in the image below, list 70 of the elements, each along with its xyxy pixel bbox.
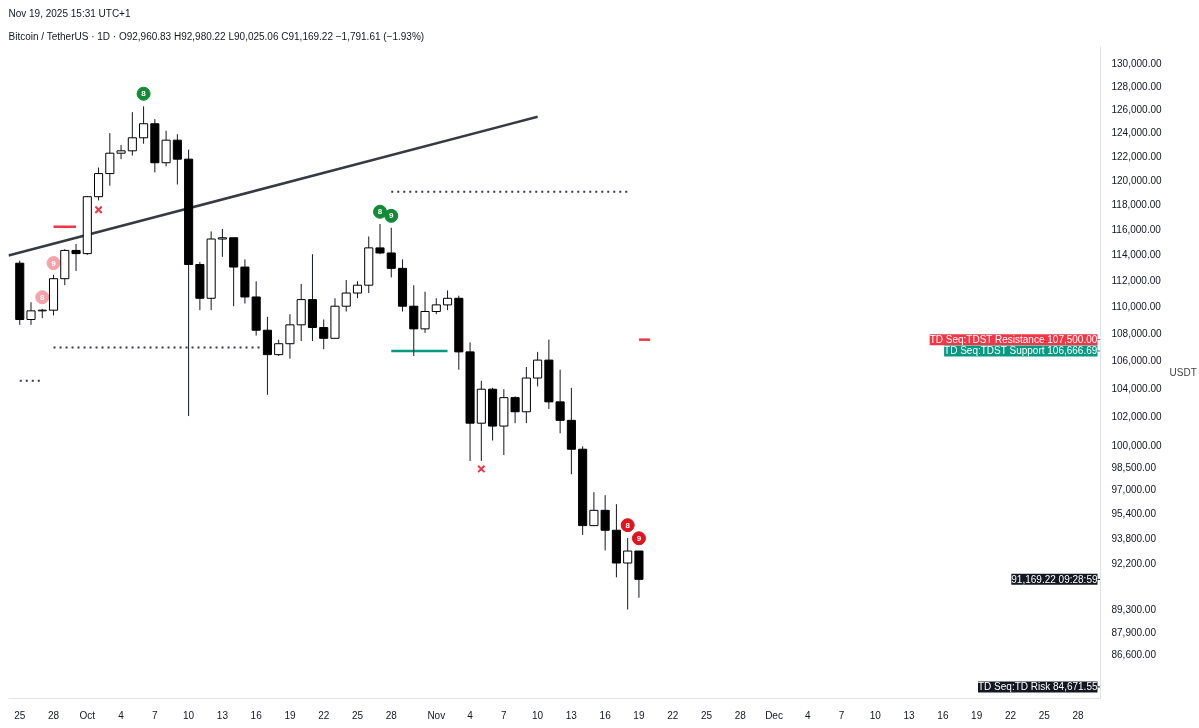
- y-tick-label: 93,800.00: [1111, 532, 1157, 544]
- x-tick-label: 7: [152, 709, 159, 721]
- x-tick-label: 4: [805, 709, 812, 721]
- ref-line-label: TD Seq:TD Risk 84,671.55: [978, 681, 1098, 693]
- x-tick-label: 19: [971, 709, 983, 721]
- annotation: 8: [625, 520, 631, 530]
- y-tick-label: 122,000.00: [1111, 150, 1162, 162]
- annotation: 8: [377, 207, 383, 217]
- y-tick-label: 118,000.00: [1111, 199, 1162, 211]
- text: Nov 19, 2025 15:31 UTC+1: [8, 7, 131, 19]
- y-tick-label: 120,000.00: [1111, 174, 1162, 186]
- x-tick-label: 16: [937, 709, 949, 721]
- y-tick-label: 106,000.00: [1111, 355, 1162, 367]
- y-tick-label: 108,000.00: [1111, 327, 1162, 339]
- annotation: 8: [141, 89, 147, 99]
- x-tick-label: 13: [903, 709, 916, 721]
- annotation: 9: [636, 533, 642, 543]
- ref-line-label: TD Seq:TDST Resistance 107,500.00: [929, 334, 1098, 346]
- x-tick-label: 19: [284, 709, 296, 721]
- annotation: 9: [389, 211, 395, 221]
- y-tick-label: 126,000.00: [1111, 103, 1162, 115]
- y-tick-label: 102,000.00: [1111, 411, 1162, 423]
- y-tick-label: 114,000.00: [1111, 249, 1162, 261]
- x-tick-label: 22: [667, 709, 679, 721]
- y-tick-label: 110,000.00: [1111, 301, 1162, 313]
- x-tick-label: 10: [183, 709, 195, 721]
- x-tick-label: 7: [838, 709, 845, 721]
- x-tick-label: 16: [599, 709, 612, 721]
- x-tick-label: 22: [1004, 709, 1017, 721]
- y-tick-label: 97,000.00: [1111, 484, 1157, 496]
- x-tick-label: 25: [700, 709, 713, 721]
- y-axis-title: USDT: [1169, 367, 1197, 378]
- y-tick-label: 100,000.00: [1111, 439, 1162, 451]
- y-tick-label: 86,600.00: [1111, 649, 1157, 661]
- annotation: 9: [51, 258, 57, 268]
- x-tick-label: 28: [734, 709, 747, 721]
- y-tick-label: 112,000.00: [1111, 275, 1162, 286]
- x-tick-label: 28: [1072, 709, 1084, 721]
- y-tick-label: 116,000.00: [1111, 223, 1162, 235]
- y-tick-label: 104,000.00: [1111, 382, 1162, 394]
- x-tick-label: 4: [118, 709, 125, 721]
- x-tick-label: 10: [869, 709, 882, 721]
- y-tick-label: 87,900.00: [1111, 627, 1157, 639]
- x-tick-label: 25: [1038, 709, 1051, 721]
- y-tick-label: 128,000.00: [1111, 80, 1162, 92]
- x-tick-label: 28: [47, 709, 60, 721]
- x-tick-label: 4: [467, 709, 474, 721]
- y-tick-label: 92,200.00: [1111, 558, 1157, 569]
- x-tick-label: 16: [250, 709, 263, 721]
- ref-line-label: TD Seq:TDST Support 106,666.69: [944, 345, 1098, 357]
- x-tick-label: 19: [633, 709, 645, 721]
- x-tick-label: 13: [216, 709, 229, 721]
- x-tick-label: Oct: [79, 709, 96, 721]
- ref-line-label: 91,169.22 09:28:59: [1011, 573, 1098, 585]
- x-tick-label: 28: [385, 709, 398, 721]
- x-tick-label: Dec: [765, 709, 783, 721]
- chart-title: Bitcoin / TetherUS · 1D · O92,960.83 H92,980.22 L90,025.06 C91,169.22 −1,791.61 (−1.93%): [8, 30, 425, 42]
- y-tick-label: 130,000.00: [1111, 58, 1162, 70]
- y-tick-label: 124,000.00: [1111, 126, 1162, 138]
- y-tick-label: 89,300.00: [1111, 604, 1157, 616]
- x-tick-label: 7: [501, 709, 508, 721]
- x-tick-label: Nov: [427, 709, 446, 721]
- x-tick-label: 13: [565, 709, 578, 721]
- x-tick-label: 22: [318, 709, 330, 721]
- x-tick-label: 25: [14, 709, 26, 721]
- x-tick-label: 25: [351, 709, 364, 721]
- y-tick-label: 98,500.00: [1111, 461, 1157, 473]
- y-tick-label: 95,400.00: [1111, 508, 1157, 520]
- x-tick-label: 10: [532, 709, 544, 721]
- annotation: 8: [40, 292, 46, 302]
